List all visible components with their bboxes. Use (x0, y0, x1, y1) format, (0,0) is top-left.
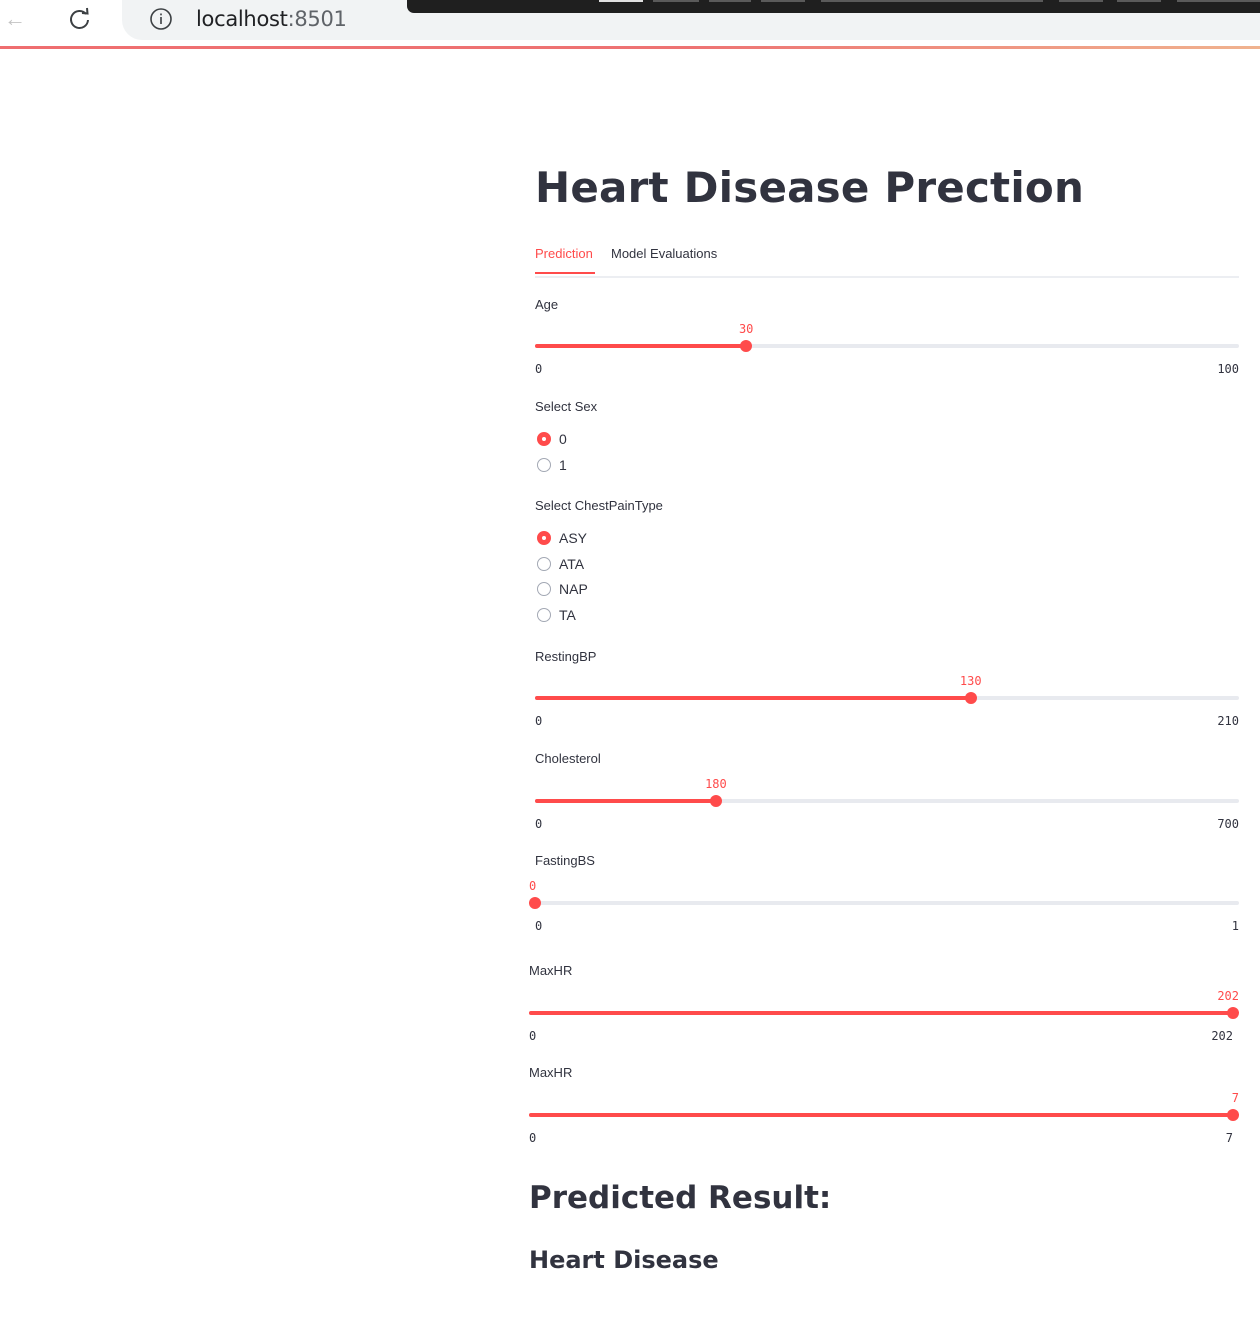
sex-label: Select Sex (535, 399, 598, 414)
slider-min: 0 (535, 919, 543, 933)
slider-value: 7 (1231, 1091, 1239, 1105)
radio-label: NAP (559, 581, 588, 597)
slider-thumb[interactable] (529, 897, 541, 909)
radio-unselected-icon[interactable] (537, 458, 551, 472)
chestpain-option-asy[interactable]: ASY (537, 528, 587, 548)
chestpain-option-ata[interactable]: ATA (537, 554, 584, 574)
slider-value: 0 (529, 879, 537, 893)
fastingbs-slider[interactable]: 0 0 1 (529, 879, 1239, 933)
radio-unselected-icon[interactable] (537, 582, 551, 596)
age-slider[interactable]: 30 0 100 (535, 322, 1239, 376)
slider-max: 700 (1217, 817, 1239, 831)
slider-thumb[interactable] (740, 340, 753, 352)
tab-bar: Prediction Model Evaluations (535, 238, 1239, 278)
page-title: Heart Disease Prection (535, 163, 1085, 212)
slider-fill (529, 1011, 1233, 1015)
maxhr-second-slider[interactable]: 7 0 7 (529, 1091, 1239, 1145)
slider-fill (535, 696, 971, 700)
browser-toolbar: ← localhost:8501 (0, 0, 1260, 46)
active-tab-indicator (535, 272, 595, 274)
slider-max: 7 (1225, 1131, 1233, 1145)
slider-value: 180 (705, 777, 727, 791)
chestpain-option-nap[interactable]: NAP (537, 579, 588, 599)
sex-option-0[interactable]: 0 (537, 429, 567, 449)
radio-selected-icon[interactable] (537, 531, 551, 545)
url-port: :8501 (287, 7, 347, 31)
tab-model-evaluations[interactable]: Model Evaluations (611, 246, 718, 261)
predicted-result-heading: Predicted Result: (529, 1180, 832, 1216)
slider-track (535, 901, 1239, 905)
cholesterol-slider[interactable]: 180 0 700 (535, 777, 1239, 831)
slider-fill (535, 344, 747, 348)
maxhr-label: MaxHR (529, 963, 573, 978)
slider-value: 30 (738, 322, 754, 336)
url-text[interactable]: localhost:8501 (196, 6, 347, 32)
radio-label: 1 (559, 457, 567, 473)
url-host: localhost (196, 7, 288, 31)
slider-min: 0 (535, 817, 543, 831)
radio-label: ASY (559, 530, 588, 546)
slider-min: 0 (529, 1131, 537, 1145)
maxhr-slider[interactable]: 202 0 202 (529, 989, 1239, 1043)
radio-unselected-icon[interactable] (537, 608, 551, 622)
radio-selected-icon[interactable] (537, 432, 551, 446)
slider-min: 0 (529, 1029, 537, 1043)
slider-track (535, 799, 1239, 803)
radio-label: TA (559, 607, 576, 623)
restingbp-slider[interactable]: 130 0 210 (535, 674, 1239, 728)
slider-min: 0 (535, 362, 543, 376)
maxhr-second-label: MaxHR (529, 1065, 573, 1080)
extension-toolbar (407, 0, 1260, 13)
slider-thumb[interactable] (1227, 1007, 1239, 1019)
slider-value: 202 (1217, 989, 1239, 1003)
slider-track (535, 344, 1239, 348)
slider-max: 100 (1217, 362, 1239, 376)
slider-min: 0 (535, 714, 543, 728)
radio-label: 0 (559, 431, 567, 447)
radio-label: ATA (559, 556, 585, 572)
slider-fill (535, 799, 716, 803)
slider-thumb[interactable] (964, 692, 977, 704)
slider-max: 210 (1217, 714, 1239, 728)
sex-option-1[interactable]: 1 (537, 455, 567, 475)
predicted-result-value: Heart Disease (529, 1246, 719, 1274)
tab-prediction[interactable]: Prediction (535, 246, 593, 261)
reload-icon[interactable] (66, 5, 94, 33)
back-arrow-icon[interactable]: ← (4, 6, 26, 31)
slider-value: 130 (959, 674, 982, 688)
slider-max: 202 (1211, 1029, 1233, 1043)
age-label: Age (535, 297, 559, 312)
radio-unselected-icon[interactable] (537, 557, 551, 571)
slider-fill (529, 1113, 1233, 1117)
chestpain-label: Select ChestPainType (535, 498, 663, 513)
slider-max: 1 (1231, 919, 1239, 933)
fastingbs-label: FastingBS (535, 853, 595, 868)
slider-thumb[interactable] (1227, 1109, 1239, 1121)
info-icon[interactable] (149, 7, 173, 31)
slider-thumb[interactable] (709, 795, 722, 807)
chestpain-option-ta[interactable]: TA (537, 605, 576, 625)
restingbp-label: RestingBP (535, 649, 597, 664)
loading-bar (0, 46, 1260, 49)
cholesterol-label: Cholesterol (535, 751, 601, 766)
